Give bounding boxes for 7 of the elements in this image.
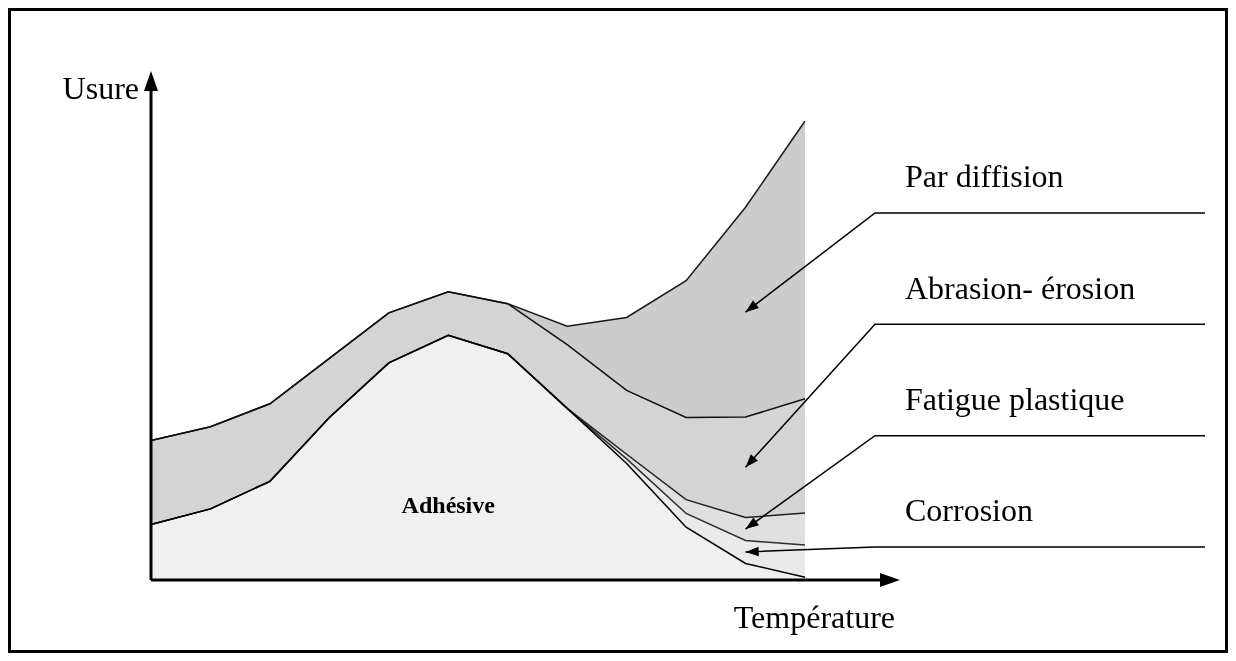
text: Par diffision	[905, 158, 1064, 195]
x-axis-title: Température	[733, 599, 895, 636]
text: Corrosion	[905, 492, 1033, 529]
text: Abrasion- érosion	[905, 269, 1136, 306]
y-axis-title: Usure	[62, 70, 139, 107]
text: Fatigue plastique	[905, 381, 1125, 418]
series-label: Adhésive	[401, 491, 496, 518]
